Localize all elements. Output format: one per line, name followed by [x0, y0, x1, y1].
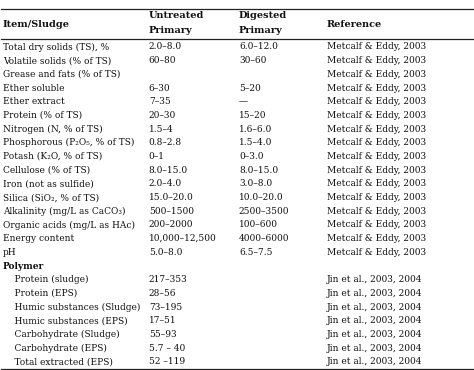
Text: Metcalf & Eddy, 2003: Metcalf & Eddy, 2003	[327, 97, 426, 106]
Text: Organic acids (mg/L as HAc): Organic acids (mg/L as HAc)	[3, 221, 135, 229]
Text: 5.0–8.0: 5.0–8.0	[149, 248, 182, 257]
Text: 5.7 – 40: 5.7 – 40	[149, 344, 185, 353]
Text: 200–2000: 200–2000	[149, 221, 193, 229]
Text: Ether soluble: Ether soluble	[3, 84, 64, 92]
Text: 17–51: 17–51	[149, 316, 176, 325]
Text: 10.0–20.0: 10.0–20.0	[239, 193, 283, 202]
Text: 1.5–4: 1.5–4	[149, 125, 173, 134]
Text: Metcalf & Eddy, 2003: Metcalf & Eddy, 2003	[327, 248, 426, 257]
Text: Metcalf & Eddy, 2003: Metcalf & Eddy, 2003	[327, 111, 426, 120]
Text: 5–20: 5–20	[239, 84, 261, 92]
Text: Metcalf & Eddy, 2003: Metcalf & Eddy, 2003	[327, 43, 426, 51]
Text: 20–30: 20–30	[149, 111, 176, 120]
Text: Jin et al., 2003, 2004: Jin et al., 2003, 2004	[327, 316, 422, 325]
Text: Jin et al., 2003, 2004: Jin et al., 2003, 2004	[327, 357, 422, 366]
Text: Primary: Primary	[239, 26, 283, 35]
Text: Metcalf & Eddy, 2003: Metcalf & Eddy, 2003	[327, 138, 426, 147]
Text: Metcalf & Eddy, 2003: Metcalf & Eddy, 2003	[327, 179, 426, 188]
Text: Carbohydrate (Sludge): Carbohydrate (Sludge)	[3, 330, 119, 339]
Text: 2500–3500: 2500–3500	[239, 207, 290, 216]
Text: Metcalf & Eddy, 2003: Metcalf & Eddy, 2003	[327, 234, 426, 243]
Text: Volatile solids (% of TS): Volatile solids (% of TS)	[3, 56, 111, 65]
Text: Total dry solids (TS), %: Total dry solids (TS), %	[3, 43, 109, 51]
Text: 55–93: 55–93	[149, 330, 176, 339]
Text: 8.0–15.0: 8.0–15.0	[149, 166, 188, 175]
Text: Jin et al., 2003, 2004: Jin et al., 2003, 2004	[327, 275, 422, 284]
Text: Alkalinity (mg/L as CaCO₃): Alkalinity (mg/L as CaCO₃)	[3, 207, 125, 216]
Text: Jin et al., 2003, 2004: Jin et al., 2003, 2004	[327, 330, 422, 339]
Text: Phosphorous (P₂O₅, % of TS): Phosphorous (P₂O₅, % of TS)	[3, 138, 134, 147]
Text: 100–600: 100–600	[239, 221, 278, 229]
Text: Silica (SiO₂, % of TS): Silica (SiO₂, % of TS)	[3, 193, 99, 202]
Text: Jin et al., 2003, 2004: Jin et al., 2003, 2004	[327, 303, 422, 312]
Text: 4000–6000: 4000–6000	[239, 234, 290, 243]
Text: 2.0–8.0: 2.0–8.0	[149, 43, 182, 51]
Text: 1.6–6.0: 1.6–6.0	[239, 125, 272, 134]
Text: 0.8–2.8: 0.8–2.8	[149, 138, 182, 147]
Text: Cellulose (% of TS): Cellulose (% of TS)	[3, 166, 90, 175]
Text: Humic substances (EPS): Humic substances (EPS)	[3, 316, 128, 325]
Text: 30–60: 30–60	[239, 56, 266, 65]
Text: Total extracted (EPS): Total extracted (EPS)	[3, 357, 113, 366]
Text: Energy content: Energy content	[3, 234, 74, 243]
Text: —: —	[239, 97, 248, 106]
Text: 6.0–12.0: 6.0–12.0	[239, 43, 278, 51]
Text: 28–56: 28–56	[149, 289, 176, 298]
Text: Metcalf & Eddy, 2003: Metcalf & Eddy, 2003	[327, 193, 426, 202]
Text: pH: pH	[3, 248, 17, 257]
Text: 0–3.0: 0–3.0	[239, 152, 264, 161]
Text: 6.5–7.5: 6.5–7.5	[239, 248, 273, 257]
Text: 8.0–15.0: 8.0–15.0	[239, 166, 278, 175]
Text: Carbohydrate (EPS): Carbohydrate (EPS)	[3, 344, 107, 353]
Text: 3.0–8.0: 3.0–8.0	[239, 179, 272, 188]
Text: Digested: Digested	[239, 11, 287, 20]
Text: Potash (K₂O, % of TS): Potash (K₂O, % of TS)	[3, 152, 102, 161]
Text: Reference: Reference	[327, 20, 382, 28]
Text: Item/Sludge: Item/Sludge	[3, 20, 70, 28]
Text: Metcalf & Eddy, 2003: Metcalf & Eddy, 2003	[327, 207, 426, 216]
Text: 217–353: 217–353	[149, 275, 188, 284]
Text: 10,000–12,500: 10,000–12,500	[149, 234, 217, 243]
Text: 0–1: 0–1	[149, 152, 165, 161]
Text: 7–35: 7–35	[149, 97, 171, 106]
Text: Protein (sludge): Protein (sludge)	[3, 275, 88, 284]
Text: Primary: Primary	[149, 26, 192, 35]
Text: Ether extract: Ether extract	[3, 97, 64, 106]
Text: Protein (% of TS): Protein (% of TS)	[3, 111, 82, 120]
Text: 1.5–4.0: 1.5–4.0	[239, 138, 272, 147]
Text: Humic substances (Sludge): Humic substances (Sludge)	[3, 303, 140, 312]
Text: Metcalf & Eddy, 2003: Metcalf & Eddy, 2003	[327, 166, 426, 175]
Text: 52 –119: 52 –119	[149, 357, 185, 366]
Text: 15.0–20.0: 15.0–20.0	[149, 193, 193, 202]
Text: Polymer: Polymer	[3, 262, 44, 270]
Text: Metcalf & Eddy, 2003: Metcalf & Eddy, 2003	[327, 152, 426, 161]
Text: Protein (EPS): Protein (EPS)	[3, 289, 77, 298]
Text: 15–20: 15–20	[239, 111, 266, 120]
Text: 500–1500: 500–1500	[149, 207, 194, 216]
Text: 6–30: 6–30	[149, 84, 171, 92]
Text: 60–80: 60–80	[149, 56, 176, 65]
Text: Metcalf & Eddy, 2003: Metcalf & Eddy, 2003	[327, 70, 426, 79]
Text: Nitrogen (N, % of TS): Nitrogen (N, % of TS)	[3, 125, 102, 134]
Text: Iron (not as sulfide): Iron (not as sulfide)	[3, 179, 93, 188]
Text: 73–195: 73–195	[149, 303, 182, 312]
Text: 2.0–4.0: 2.0–4.0	[149, 179, 182, 188]
Text: Jin et al., 2003, 2004: Jin et al., 2003, 2004	[327, 289, 422, 298]
Text: Metcalf & Eddy, 2003: Metcalf & Eddy, 2003	[327, 125, 426, 134]
Text: Metcalf & Eddy, 2003: Metcalf & Eddy, 2003	[327, 56, 426, 65]
Text: Metcalf & Eddy, 2003: Metcalf & Eddy, 2003	[327, 84, 426, 92]
Text: Metcalf & Eddy, 2003: Metcalf & Eddy, 2003	[327, 221, 426, 229]
Text: Grease and fats (% of TS): Grease and fats (% of TS)	[3, 70, 120, 79]
Text: Untreated: Untreated	[149, 11, 204, 20]
Text: Jin et al., 2003, 2004: Jin et al., 2003, 2004	[327, 344, 422, 353]
